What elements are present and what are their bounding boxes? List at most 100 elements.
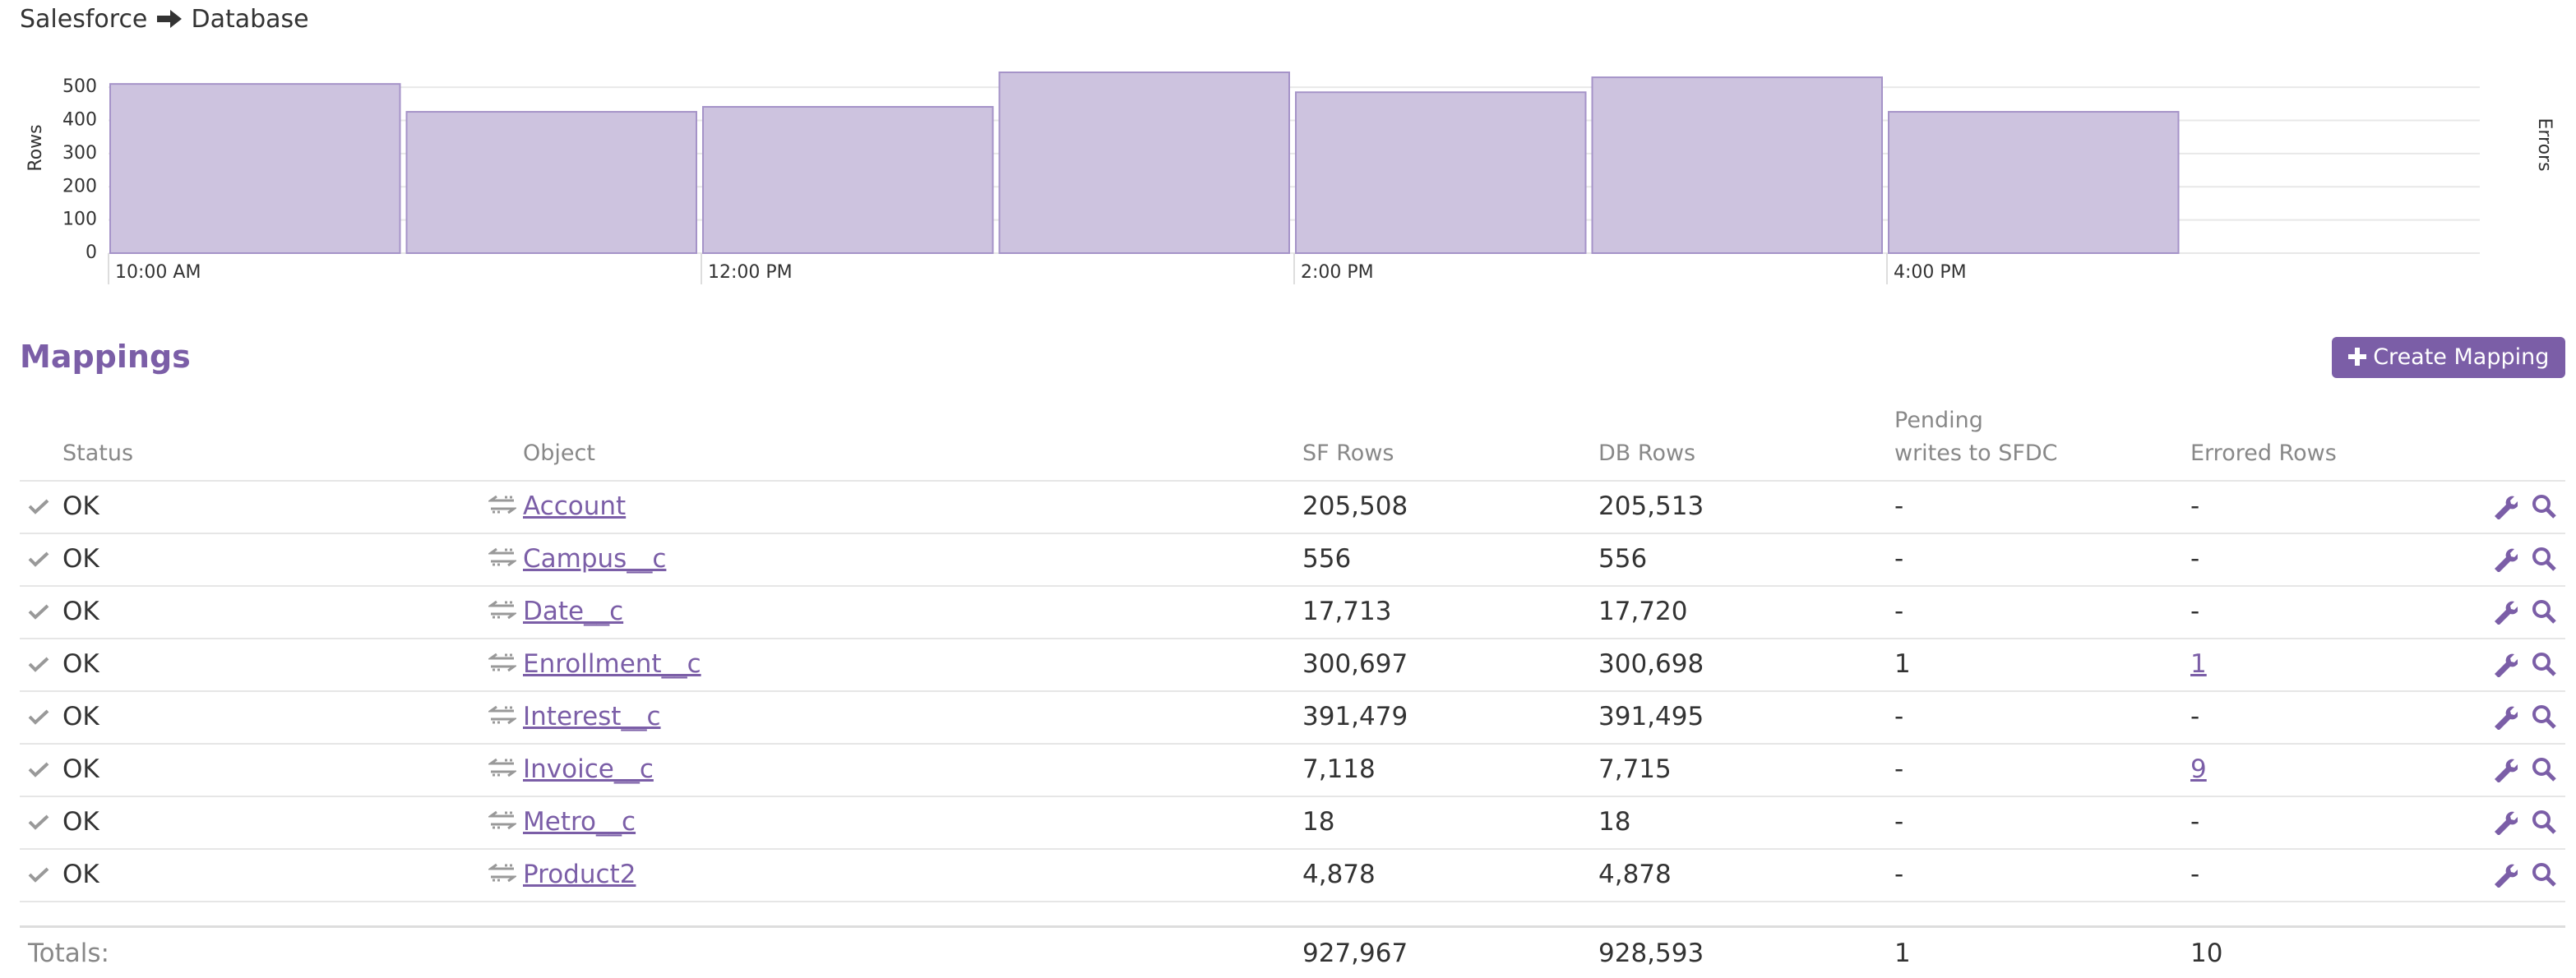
y-tick-label: 300 <box>62 143 97 164</box>
cell-text: - <box>1894 702 1904 731</box>
search-icon[interactable] <box>2531 598 2557 625</box>
wrench-icon[interactable] <box>2491 756 2518 782</box>
row-divider <box>20 533 2565 534</box>
y-tick-label: 400 <box>62 110 97 131</box>
wrench-icon[interactable] <box>2491 546 2518 572</box>
cell-text: OK <box>62 649 99 679</box>
search-icon[interactable] <box>2531 861 2557 888</box>
search-icon[interactable] <box>2531 809 2557 835</box>
check-icon <box>28 499 49 514</box>
search-icon[interactable] <box>2531 546 2557 572</box>
object-link[interactable]: Interest__c <box>523 702 661 731</box>
cell-text: - <box>1894 544 1904 574</box>
check-icon <box>28 604 49 620</box>
wrench-icon[interactable] <box>2491 598 2518 625</box>
object-link[interactable]: Product2 <box>523 860 636 889</box>
sync-icon <box>488 810 516 830</box>
cell-text: OK <box>62 860 99 889</box>
cell-text: - <box>2190 702 2200 731</box>
wrench-icon[interactable] <box>2491 651 2518 677</box>
cell-text: 205,513 <box>1598 491 1704 521</box>
cell-text: 4,878 <box>1598 860 1672 889</box>
page-header: Salesforce Database <box>20 5 309 34</box>
cell-text: 300,698 <box>1598 649 1704 679</box>
cell-text: OK <box>62 702 99 731</box>
y-tick-label: 200 <box>62 176 97 196</box>
wrench-icon[interactable] <box>2491 809 2518 835</box>
row-divider <box>20 796 2565 797</box>
cell-text: - <box>1894 860 1904 889</box>
row-divider <box>20 638 2565 639</box>
y-tick-label: 100 <box>62 210 97 230</box>
cell-text: 7,715 <box>1598 754 1672 784</box>
cell-text: 556 <box>1302 544 1352 574</box>
cell-text: 7,118 <box>1302 754 1376 784</box>
cell-text[interactable]: 1 <box>2190 649 2207 679</box>
cell-text: 17,720 <box>1598 597 1688 626</box>
row-divider <box>20 901 2565 902</box>
object-link[interactable]: Date__c <box>523 597 624 626</box>
sync-icon <box>488 705 516 725</box>
cell-text: - <box>2190 491 2200 521</box>
wrench-icon[interactable] <box>2491 861 2518 888</box>
bar <box>109 83 401 254</box>
cell-text: OK <box>62 544 99 574</box>
cell-text: - <box>2190 597 2200 626</box>
object-link[interactable]: Metro__c <box>523 807 636 837</box>
cell-text: 4,878 <box>1302 860 1376 889</box>
column-header: SF Rows <box>1302 441 1394 466</box>
object-link[interactable]: Enrollment__c <box>523 649 701 679</box>
cell-text: OK <box>62 754 99 784</box>
sync-icon <box>488 863 516 883</box>
section-title: Mappings <box>20 339 191 375</box>
object-link[interactable]: Campus__c <box>523 544 667 574</box>
cell-text: 556 <box>1598 544 1648 574</box>
column-header: DB Rows <box>1598 441 1696 466</box>
check-icon <box>28 551 49 567</box>
cell-text: - <box>1894 491 1904 521</box>
cell-text: 391,495 <box>1598 702 1704 731</box>
bar <box>1591 76 1883 254</box>
plus-icon <box>2347 348 2366 366</box>
sync-icon <box>488 600 516 620</box>
cell-text: OK <box>62 491 99 521</box>
bar <box>998 72 1290 254</box>
create-mapping-button[interactable]: Create Mapping <box>2332 337 2565 378</box>
totals-label: Totals: <box>28 939 109 968</box>
search-icon[interactable] <box>2531 704 2557 730</box>
cell-text: OK <box>62 807 99 837</box>
arrow-icon <box>156 10 182 28</box>
x-tick-label: 2:00 PM <box>1301 262 1374 283</box>
total-value: 928,593 <box>1598 939 1704 968</box>
column-header: Object <box>523 441 595 466</box>
cell-text: - <box>2190 807 2200 837</box>
wrench-icon[interactable] <box>2491 704 2518 730</box>
cell-text: 205,508 <box>1302 491 1408 521</box>
search-icon[interactable] <box>2531 651 2557 677</box>
x-tick-label: 4:00 PM <box>1894 262 1967 283</box>
check-icon <box>28 709 49 725</box>
cell-text: - <box>2190 860 2200 889</box>
search-icon[interactable] <box>2531 756 2557 782</box>
sync-icon <box>488 547 516 567</box>
cell-text: - <box>1894 754 1904 784</box>
search-icon[interactable] <box>2531 493 2557 519</box>
row-divider <box>20 480 2565 482</box>
y-axis-label: Rows <box>25 124 46 171</box>
cell-text: OK <box>62 597 99 626</box>
cell-text[interactable]: 9 <box>2190 754 2207 784</box>
bar <box>1295 91 1587 255</box>
cell-text: 18 <box>1598 807 1631 837</box>
check-icon <box>28 657 49 672</box>
button-label: Create Mapping <box>2373 344 2550 370</box>
cell-text: 1 <box>1894 649 1911 679</box>
chart: Rows Errors 0 100 200 300 400 500 10:00 AM 12:0… <box>25 72 2555 284</box>
total-value: 1 <box>1894 939 1911 968</box>
object-link[interactable]: Invoice__c <box>523 754 654 784</box>
object-link[interactable]: Account <box>523 491 627 521</box>
totals-divider <box>20 925 2565 928</box>
cell-text: 300,697 <box>1302 649 1408 679</box>
cell-text: 391,479 <box>1302 702 1408 731</box>
check-icon <box>28 762 49 777</box>
wrench-icon[interactable] <box>2491 493 2518 519</box>
